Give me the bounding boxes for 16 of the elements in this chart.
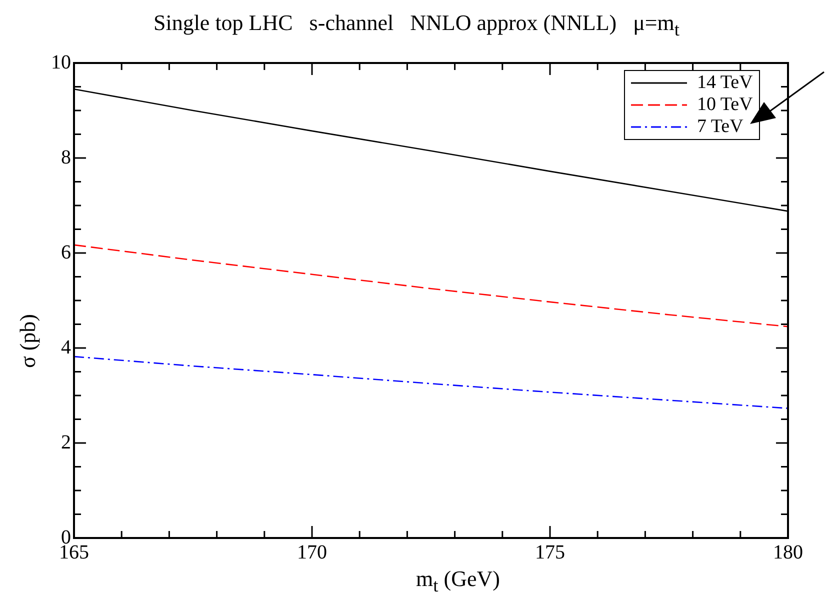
y-tick-label: 8 — [61, 146, 71, 168]
y-tick-label: 6 — [61, 241, 71, 264]
y-tick-label: 10 — [51, 51, 71, 74]
line-series — [74, 244, 788, 328]
x-tick-label: 170 — [297, 541, 327, 564]
legend-label: 10 TeV — [697, 94, 753, 116]
chart-title: Single top LHC s-channel NNLO approx (NNLL) μ=m$_{t}$ — [152, 10, 681, 40]
x-tick-label: 180 — [773, 541, 803, 564]
y-axis-title: σ (pb) — [15, 313, 41, 370]
x-tick-label: 175 — [535, 541, 565, 564]
legend-label: 14 TeV — [697, 72, 753, 94]
x-axis-title: m$_{t}$ (GeV) — [415, 566, 501, 596]
legend-label: 7 TeV — [697, 116, 744, 138]
line-series — [74, 356, 788, 409]
y-tick-label: 2 — [61, 431, 71, 454]
y-tick-label: 4 — [61, 336, 71, 358]
